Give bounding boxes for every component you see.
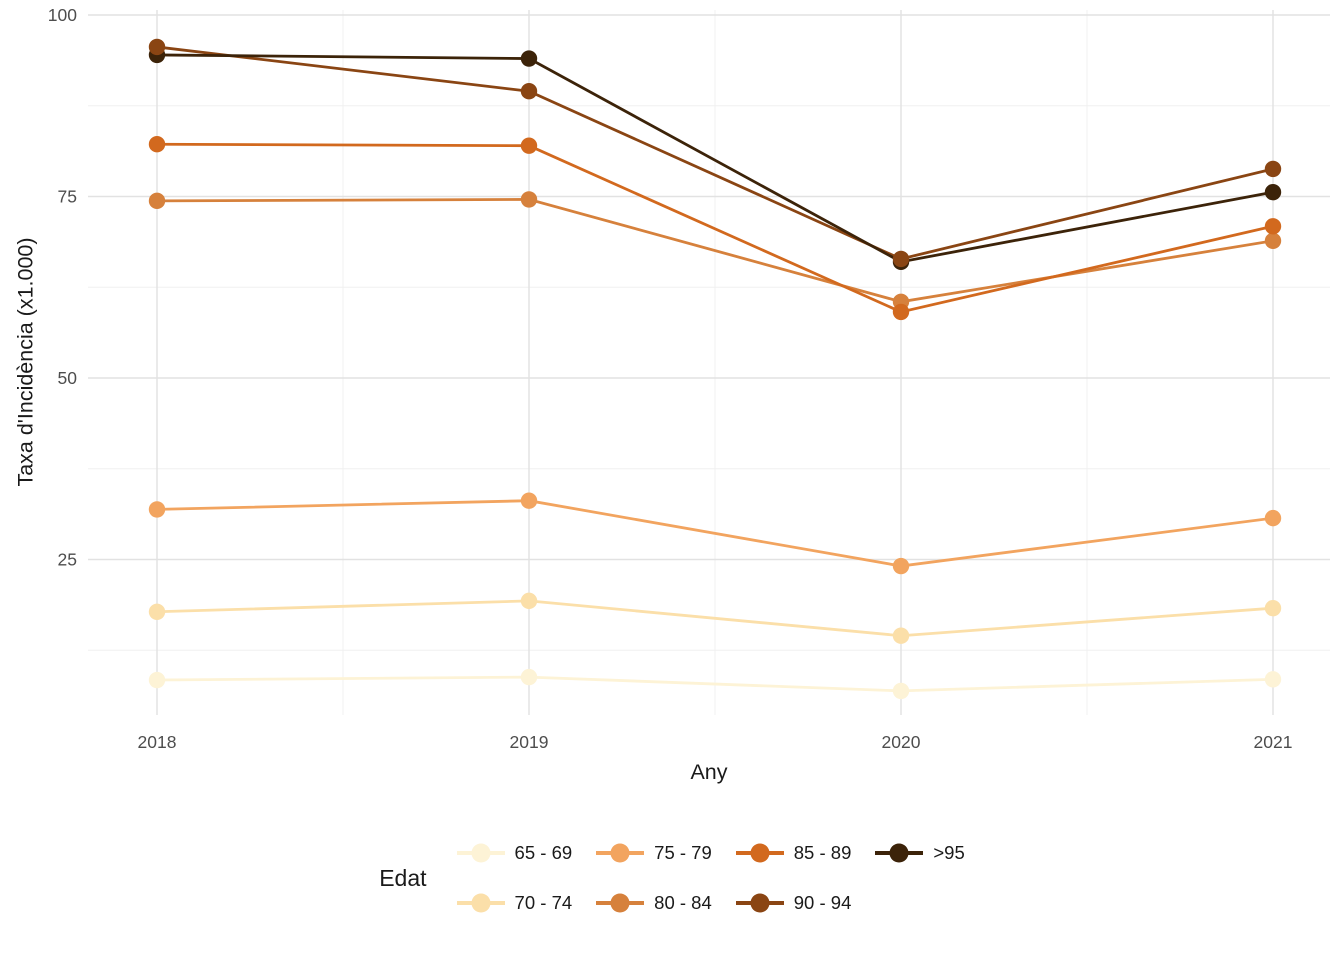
data-point (520, 191, 538, 208)
legend-label: 75 - 79 (654, 842, 712, 863)
y-tick-label: 100 (48, 5, 77, 25)
data-point (892, 557, 910, 575)
y-axis-title: Taxa d'Incidència (x1.000) (13, 237, 38, 487)
data-point (892, 627, 910, 644)
data-point (892, 682, 910, 700)
data-point (520, 492, 538, 509)
legend-label: 85 - 89 (793, 842, 852, 863)
legend-key-icon (596, 843, 645, 863)
data-point (1264, 183, 1282, 201)
x-axis-title: Any (690, 760, 728, 784)
legend-item: >95 (875, 836, 965, 870)
data-point (892, 303, 910, 321)
data-point (148, 603, 166, 620)
legend-key-icon (456, 843, 505, 863)
data-point (1264, 232, 1282, 249)
data-point (1264, 671, 1282, 688)
legend-label: 80 - 84 (654, 892, 712, 913)
x-tick-label: 2020 (882, 732, 921, 752)
legend-label: 70 - 74 (514, 892, 573, 913)
x-tick-label: 2019 (510, 732, 549, 752)
series-line (156, 675, 1274, 693)
legend: Edat 65 - 69 70 - 74 75 - 79 80 - 84 85 - 89… (0, 836, 1344, 920)
series-line (156, 45, 1274, 261)
legend-entries: 65 - 69 70 - 74 75 - 79 80 - 84 85 - 89 90 - … (456, 836, 965, 920)
legend-item: 80 - 84 (596, 886, 712, 920)
legend-label: 65 - 69 (514, 842, 573, 863)
data-point (892, 250, 910, 268)
legend-item: 85 - 89 (735, 836, 852, 870)
y-tick-label: 50 (58, 368, 78, 388)
legend-title: Edat (379, 864, 427, 891)
data-point (1264, 599, 1282, 617)
data-point (520, 592, 538, 610)
legend-key-icon (456, 893, 505, 913)
y-tick-label: 75 (58, 187, 77, 207)
data-point (520, 83, 538, 100)
series-line (156, 599, 1274, 638)
legend-label: 90 - 94 (793, 892, 852, 913)
legend-item: 90 - 94 (735, 886, 852, 920)
data-point (148, 38, 166, 56)
series-line (156, 499, 1274, 568)
data-point (148, 136, 166, 153)
data-point (148, 671, 166, 689)
legend-label: >95 (933, 842, 965, 863)
data-point (520, 50, 538, 67)
legend-key-icon (735, 843, 784, 863)
data-point (520, 137, 538, 154)
series-line (156, 53, 1274, 264)
legend-item: 75 - 79 (596, 836, 712, 870)
data-point (1264, 218, 1282, 235)
data-point (148, 192, 166, 210)
x-tick-label: 2021 (1254, 732, 1293, 752)
legend-key-icon (875, 843, 924, 863)
legend-key-icon (735, 893, 784, 913)
y-tick-label: 25 (58, 550, 77, 570)
legend-item: 70 - 74 (456, 886, 573, 920)
data-point (1264, 160, 1282, 178)
plot-area: 25 50 75 100 2018 2019 2020 2021 (48, 5, 1330, 752)
data-point (520, 668, 538, 686)
legend-item: 65 - 69 (456, 836, 573, 870)
legend-key-icon (596, 893, 645, 913)
series-line (156, 198, 1274, 304)
x-tick-label: 2018 (138, 732, 177, 752)
data-point (148, 501, 166, 518)
data-point (1264, 509, 1282, 527)
series-line (156, 142, 1274, 314)
